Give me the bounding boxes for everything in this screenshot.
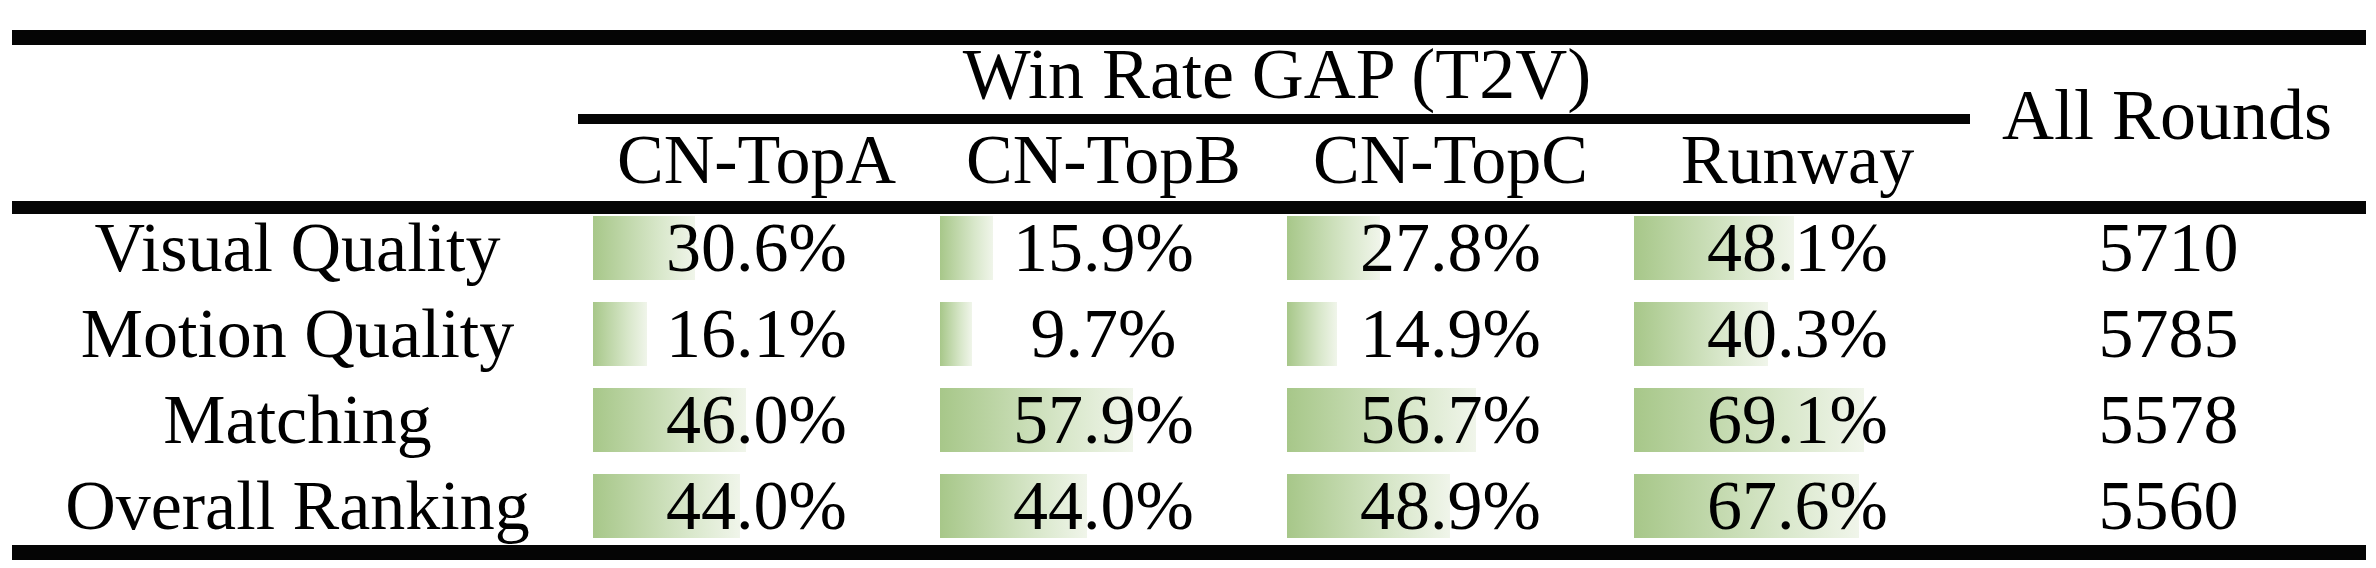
win-rate-value: 46.0% <box>583 388 930 452</box>
win-rate-cell: 16.1% <box>583 302 930 366</box>
win-rate-table: Win Rate GAP (T2V) All Rounds CN-TopA CN… <box>0 0 2376 568</box>
win-rate-cell: 14.9% <box>1277 302 1624 366</box>
win-rate-cell: 67.6% <box>1624 474 1971 538</box>
column-header-cn-topc: CN-TopC <box>1277 122 1624 198</box>
table-row-overall-ranking: Overall Ranking 44.0% 44.0% 48.9% 67.6% … <box>12 463 2366 549</box>
all-rounds-value: 5560 <box>1971 471 2366 541</box>
win-rate-value: 48.9% <box>1277 474 1624 538</box>
row-label: Visual Quality <box>12 213 583 283</box>
win-rate-cell: 27.8% <box>1277 216 1624 280</box>
group-header-win-rate-gap: Win Rate GAP (T2V) <box>583 36 1971 112</box>
win-rate-value: 15.9% <box>930 216 1277 280</box>
win-rate-cell: 15.9% <box>930 216 1277 280</box>
win-rate-cell: 40.3% <box>1624 302 1971 366</box>
column-header-row: CN-TopA CN-TopB CN-TopC Runway <box>583 122 1971 198</box>
column-header-cn-topa: CN-TopA <box>583 122 930 198</box>
win-rate-value: 57.9% <box>930 388 1277 452</box>
all-rounds-value: 5785 <box>1971 299 2366 369</box>
win-rate-cell: 46.0% <box>583 388 930 452</box>
win-rate-cell: 30.6% <box>583 216 930 280</box>
win-rate-cell: 9.7% <box>930 302 1277 366</box>
win-rate-cell: 57.9% <box>930 388 1277 452</box>
row-label: Motion Quality <box>12 299 583 369</box>
win-rate-value: 27.8% <box>1277 216 1624 280</box>
win-rate-cell: 48.9% <box>1277 474 1624 538</box>
win-rate-value: 56.7% <box>1277 388 1624 452</box>
win-rate-value: 44.0% <box>930 474 1277 538</box>
all-rounds-value: 5578 <box>1971 385 2366 455</box>
table-row-motion-quality: Motion Quality 16.1% 9.7% 14.9% 40.3% 57… <box>12 291 2366 377</box>
column-header-all-rounds: All Rounds <box>1971 40 2363 190</box>
table-body: Visual Quality 30.6% 15.9% 27.8% 48.1% 5… <box>12 205 2366 549</box>
win-rate-value: 14.9% <box>1277 302 1624 366</box>
win-rate-cell: 56.7% <box>1277 388 1624 452</box>
all-rounds-value: 5710 <box>1971 213 2366 283</box>
win-rate-value: 30.6% <box>583 216 930 280</box>
win-rate-value: 69.1% <box>1624 388 1971 452</box>
win-rate-cell: 69.1% <box>1624 388 1971 452</box>
row-label: Matching <box>12 385 583 455</box>
column-header-cn-topb: CN-TopB <box>930 122 1277 198</box>
column-header-runway: Runway <box>1624 122 1971 198</box>
win-rate-cell: 44.0% <box>930 474 1277 538</box>
win-rate-value: 48.1% <box>1624 216 1971 280</box>
win-rate-value: 16.1% <box>583 302 930 366</box>
table-row-matching: Matching 46.0% 57.9% 56.7% 69.1% 5578 <box>12 377 2366 463</box>
win-rate-value: 67.6% <box>1624 474 1971 538</box>
win-rate-value: 9.7% <box>930 302 1277 366</box>
row-label: Overall Ranking <box>12 471 583 541</box>
table-row-visual-quality: Visual Quality 30.6% 15.9% 27.8% 48.1% 5… <box>12 205 2366 291</box>
win-rate-value: 44.0% <box>583 474 930 538</box>
win-rate-cell: 44.0% <box>583 474 930 538</box>
win-rate-cell: 48.1% <box>1624 216 1971 280</box>
win-rate-value: 40.3% <box>1624 302 1971 366</box>
